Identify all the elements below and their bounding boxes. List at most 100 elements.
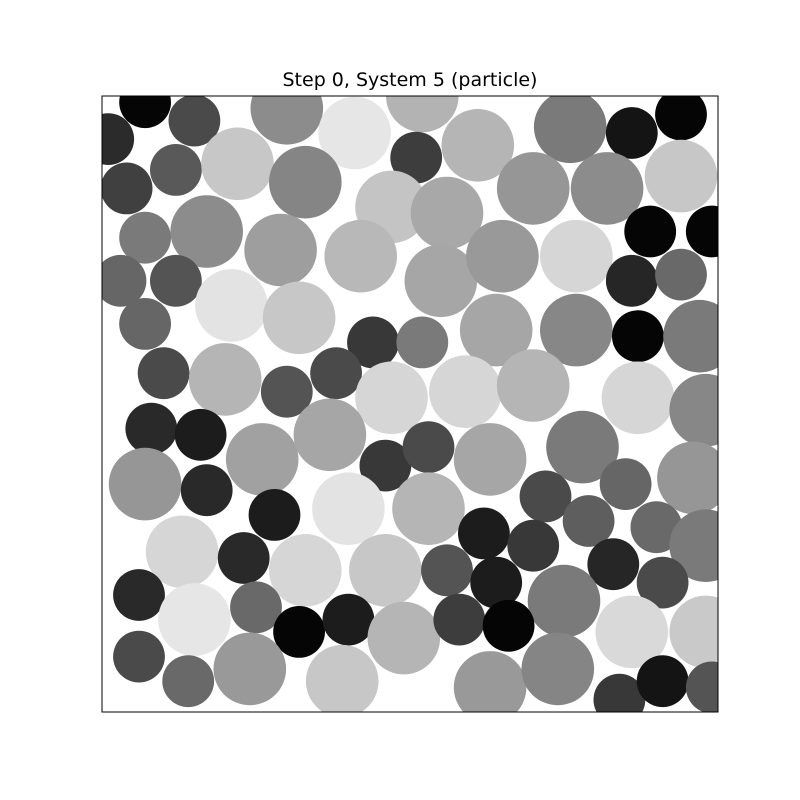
particle-3 <box>318 96 391 170</box>
particle-43 <box>188 343 262 416</box>
particle-11 <box>269 145 342 219</box>
particle-66 <box>248 489 301 541</box>
particle-37 <box>396 316 449 369</box>
particle-0 <box>119 96 171 129</box>
particle-84 <box>273 606 325 658</box>
particle-8 <box>102 113 135 165</box>
particle-20 <box>119 211 171 264</box>
particle-91 <box>113 630 165 683</box>
particle-82 <box>158 583 231 656</box>
particle-27 <box>624 205 677 258</box>
particle-88 <box>482 599 535 652</box>
particle-47 <box>429 355 502 429</box>
particle-18 <box>570 152 644 225</box>
particle-65 <box>599 458 652 510</box>
particle-28 <box>685 205 718 258</box>
particle-16 <box>410 176 484 250</box>
particle-60 <box>108 447 182 521</box>
particle-62 <box>312 472 385 545</box>
particle-40 <box>612 310 664 363</box>
particle-34 <box>262 281 336 355</box>
particle-41 <box>663 299 718 373</box>
particle-46 <box>355 361 428 435</box>
particle-59 <box>657 441 718 515</box>
particle-22 <box>244 213 317 287</box>
particle-83 <box>230 581 282 634</box>
particle-81 <box>527 564 601 638</box>
particle-30 <box>150 254 202 307</box>
particle-78 <box>636 556 689 609</box>
particle-98 <box>636 655 689 708</box>
particle-32 <box>655 248 707 301</box>
particle-4 <box>386 96 459 133</box>
particle-89 <box>595 595 669 669</box>
particle-99 <box>685 661 718 712</box>
particle-1 <box>168 96 221 147</box>
particle-42 <box>137 347 190 400</box>
particle-73 <box>269 534 342 607</box>
particle-79 <box>113 569 165 621</box>
particle-31 <box>605 254 658 307</box>
chart-title: Step 0, System 5 (particle) <box>282 69 538 91</box>
particle-67 <box>458 507 510 560</box>
particle-95 <box>453 651 527 712</box>
particle-51 <box>125 402 178 455</box>
particle-75 <box>421 544 473 597</box>
particle-13 <box>441 109 515 182</box>
particle-56 <box>402 421 455 473</box>
particle-72 <box>217 532 270 584</box>
particle-14 <box>102 162 153 215</box>
particle-71 <box>145 515 219 589</box>
particle-55 <box>359 439 412 492</box>
particle-92 <box>213 632 287 706</box>
particle-6 <box>605 107 658 159</box>
particle-21 <box>170 195 243 268</box>
particle-80 <box>470 556 523 609</box>
particle-86 <box>367 601 441 675</box>
particle-5 <box>533 96 607 164</box>
particle-24 <box>404 244 478 318</box>
particle-96 <box>521 632 595 706</box>
particles-layer <box>102 96 718 712</box>
particle-69 <box>630 501 683 554</box>
particle-57 <box>453 423 527 496</box>
particle-17 <box>496 152 570 225</box>
particle-58 <box>546 410 619 484</box>
particle-45 <box>310 347 362 400</box>
particle-29 <box>102 254 147 307</box>
particle-64 <box>519 470 572 523</box>
particle-54 <box>293 398 367 472</box>
particle-39 <box>540 293 613 367</box>
particle-53 <box>225 423 299 496</box>
particle-35 <box>119 298 171 350</box>
particle-26 <box>540 219 613 293</box>
particle-68 <box>562 495 615 547</box>
particle-12 <box>390 131 443 184</box>
particle-48 <box>496 349 570 422</box>
particle-70 <box>669 509 718 582</box>
particle-52 <box>174 408 227 461</box>
particle-36 <box>347 316 399 369</box>
particle-63 <box>392 472 465 545</box>
particle-9 <box>150 144 202 196</box>
particle-7 <box>655 96 707 141</box>
particle-19 <box>644 139 718 213</box>
particle-33 <box>195 269 268 342</box>
particle-50 <box>669 373 718 447</box>
axes-frame <box>101 95 719 713</box>
particle-49 <box>601 361 675 435</box>
particle-90 <box>669 595 718 669</box>
particle-2 <box>250 96 324 145</box>
particle-85 <box>322 593 375 646</box>
particle-76 <box>507 519 560 572</box>
particle-77 <box>587 538 640 591</box>
particle-23 <box>324 219 398 293</box>
particle-94 <box>162 655 215 708</box>
particle-25 <box>466 219 539 293</box>
particle-93 <box>305 644 379 712</box>
particle-74 <box>349 534 422 607</box>
particle-87 <box>433 593 486 646</box>
particle-61 <box>180 464 233 517</box>
particle-44 <box>260 365 313 418</box>
